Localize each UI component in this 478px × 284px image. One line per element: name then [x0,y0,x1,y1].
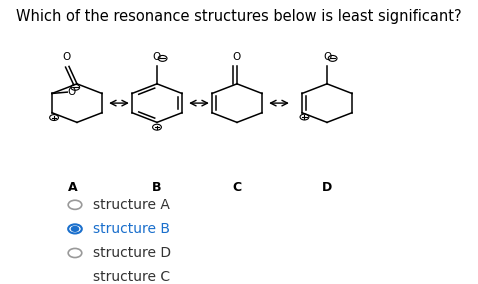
Text: C: C [232,181,241,194]
Text: structure B: structure B [93,222,170,236]
Text: structure D: structure D [93,246,171,260]
Text: O: O [233,52,241,62]
Circle shape [71,227,78,231]
Text: B: B [152,181,162,194]
Text: O: O [68,87,76,97]
Text: O: O [323,52,331,62]
Text: D: D [322,181,332,194]
Text: structure A: structure A [93,198,170,212]
Text: Which of the resonance structures below is least significant?: Which of the resonance structures below … [16,9,462,24]
Text: O: O [63,52,71,62]
Text: structure C: structure C [93,270,170,284]
Text: A: A [68,181,78,194]
Text: O: O [153,52,161,62]
